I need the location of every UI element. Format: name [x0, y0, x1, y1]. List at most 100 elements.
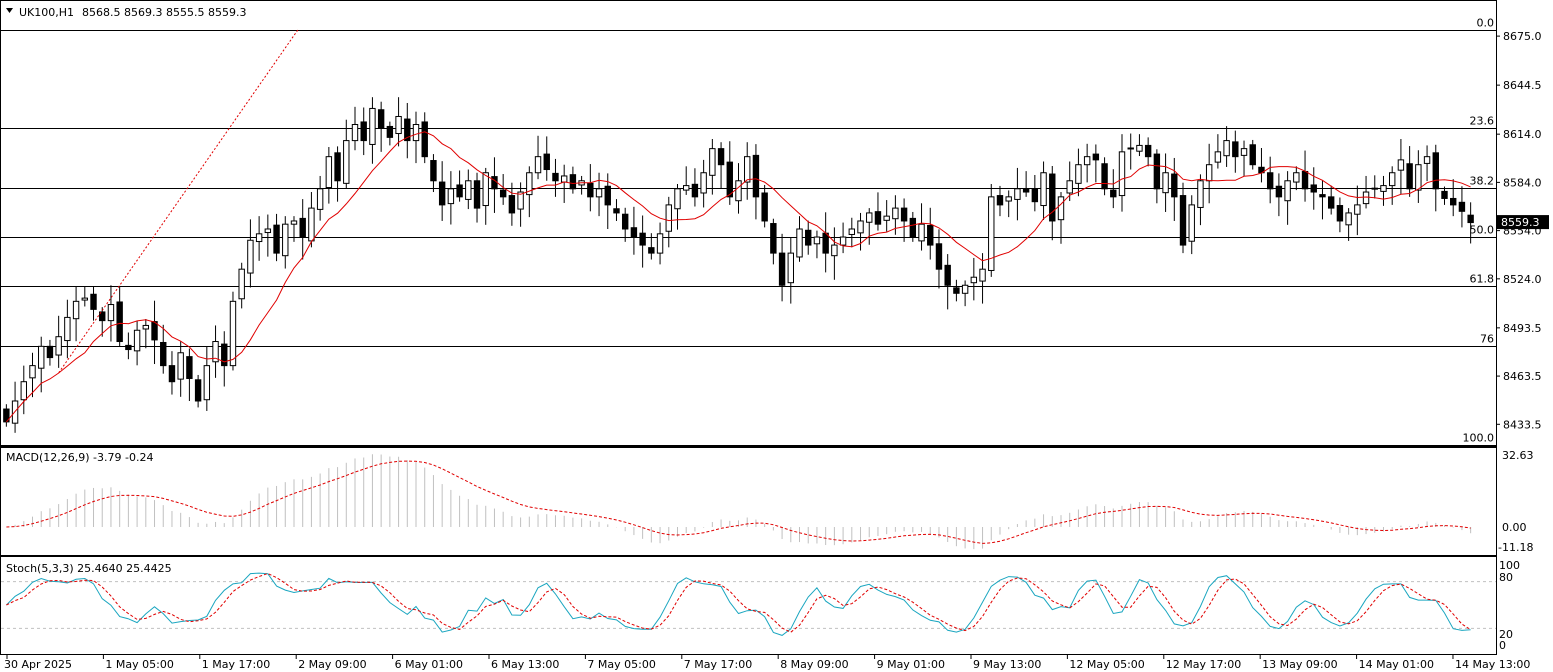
candle-body[interactable]	[29, 365, 36, 379]
candle-body[interactable]	[238, 268, 245, 300]
candle-body[interactable]	[282, 223, 289, 257]
candle-body[interactable]	[552, 172, 559, 182]
candle-body[interactable]	[430, 160, 437, 182]
candle-body[interactable]	[1293, 172, 1300, 183]
candle-body[interactable]	[1031, 188, 1039, 203]
candle-body[interactable]	[186, 356, 193, 379]
candle-body[interactable]	[813, 236, 821, 245]
candle-body[interactable]	[770, 223, 777, 254]
candle-body[interactable]	[38, 345, 45, 369]
candle-body[interactable]	[1450, 197, 1457, 206]
candle-body[interactable]	[1101, 163, 1108, 190]
candle-body[interactable]	[46, 345, 54, 359]
candle-body[interactable]	[1075, 164, 1082, 184]
candle-body[interactable]	[1441, 190, 1448, 199]
candle-body[interactable]	[1423, 156, 1431, 164]
candle-body[interactable]	[421, 121, 428, 158]
candle-body[interactable]	[1022, 188, 1030, 193]
candle-body[interactable]	[125, 344, 132, 351]
candle-body[interactable]	[709, 148, 716, 176]
candle-body[interactable]	[569, 174, 577, 190]
candle-body[interactable]	[404, 118, 411, 142]
candle-body[interactable]	[857, 220, 864, 234]
candle-body[interactable]	[944, 264, 951, 286]
candle-body[interactable]	[1049, 173, 1056, 222]
candle-body[interactable]	[587, 182, 594, 198]
candle-body[interactable]	[81, 297, 89, 301]
candle-body[interactable]	[822, 232, 829, 254]
candle-body[interactable]	[674, 188, 681, 210]
candle-body[interactable]	[927, 224, 934, 246]
candle-body[interactable]	[107, 304, 115, 322]
candle-body[interactable]	[735, 180, 742, 202]
candle-body[interactable]	[1327, 196, 1335, 209]
candle-body[interactable]	[447, 188, 455, 205]
candle-body[interactable]	[639, 232, 646, 246]
candle-body[interactable]	[604, 185, 611, 206]
candle-body[interactable]	[255, 233, 263, 243]
candle-body[interactable]	[1415, 164, 1422, 191]
candle-body[interactable]	[151, 321, 158, 341]
candle-body[interactable]	[918, 223, 925, 242]
candle-body[interactable]	[526, 172, 533, 196]
candle-body[interactable]	[1310, 184, 1317, 193]
candle-body[interactable]	[1179, 195, 1187, 246]
candle-body[interactable]	[1371, 187, 1378, 190]
candle-body[interactable]	[534, 156, 542, 174]
candle-body[interactable]	[316, 188, 324, 210]
candle-body[interactable]	[1127, 147, 1134, 150]
candle-body[interactable]	[744, 156, 751, 183]
candle-body[interactable]	[621, 213, 629, 230]
candle-body[interactable]	[473, 180, 481, 209]
candle-body[interactable]	[55, 336, 62, 356]
candle-body[interactable]	[1057, 196, 1065, 221]
candle-body[interactable]	[229, 300, 237, 367]
candle-body[interactable]	[656, 233, 664, 254]
candle-body[interactable]	[1284, 180, 1291, 202]
candle-body[interactable]	[761, 192, 768, 222]
candle-body[interactable]	[1153, 153, 1161, 190]
candle-body[interactable]	[1223, 140, 1230, 157]
candle-body[interactable]	[1380, 185, 1387, 192]
stoch-signal-line[interactable]	[6, 572, 1471, 633]
candle-body[interactable]	[1388, 172, 1396, 187]
candle-body[interactable]	[1197, 180, 1204, 208]
candle-body[interactable]	[386, 125, 394, 138]
candle-body[interactable]	[308, 207, 315, 242]
candle-body[interactable]	[935, 243, 943, 270]
candle-body[interactable]	[194, 379, 202, 402]
candle-body[interactable]	[1136, 144, 1143, 152]
candle-body[interactable]	[1005, 196, 1012, 202]
candle-body[interactable]	[1345, 212, 1352, 226]
candle-body[interactable]	[683, 185, 690, 191]
candle-body[interactable]	[264, 228, 272, 234]
candle-body[interactable]	[648, 247, 655, 254]
candle-body[interactable]	[203, 365, 211, 401]
candle-body[interactable]	[1458, 201, 1466, 212]
candle-body[interactable]	[1014, 188, 1021, 200]
candle-body[interactable]	[1336, 205, 1344, 222]
candle-body[interactable]	[1083, 156, 1091, 166]
candle-body[interactable]	[1171, 173, 1178, 198]
candle-body[interactable]	[1092, 153, 1100, 161]
candle-body[interactable]	[72, 300, 80, 320]
candle-body[interactable]	[360, 121, 367, 142]
candle-body[interactable]	[752, 154, 760, 198]
candle-body[interactable]	[116, 301, 123, 343]
candle-body[interactable]	[1040, 172, 1047, 207]
candle-body[interactable]	[778, 252, 786, 286]
candle-body[interactable]	[595, 188, 603, 198]
macd-signal-line[interactable]	[6, 460, 1471, 544]
candle-body[interactable]	[369, 107, 376, 145]
candle-body[interactable]	[90, 293, 97, 310]
candle-body[interactable]	[560, 175, 568, 183]
candle-body[interactable]	[996, 195, 1004, 206]
candle-body[interactable]	[160, 341, 167, 367]
candle-body[interactable]	[988, 196, 995, 271]
candle-body[interactable]	[491, 176, 498, 190]
candle-body[interactable]	[1354, 204, 1361, 215]
candle-body[interactable]	[1266, 172, 1274, 190]
candle-body[interactable]	[665, 204, 672, 232]
candle-body[interactable]	[1232, 141, 1239, 158]
candle-body[interactable]	[334, 152, 341, 182]
